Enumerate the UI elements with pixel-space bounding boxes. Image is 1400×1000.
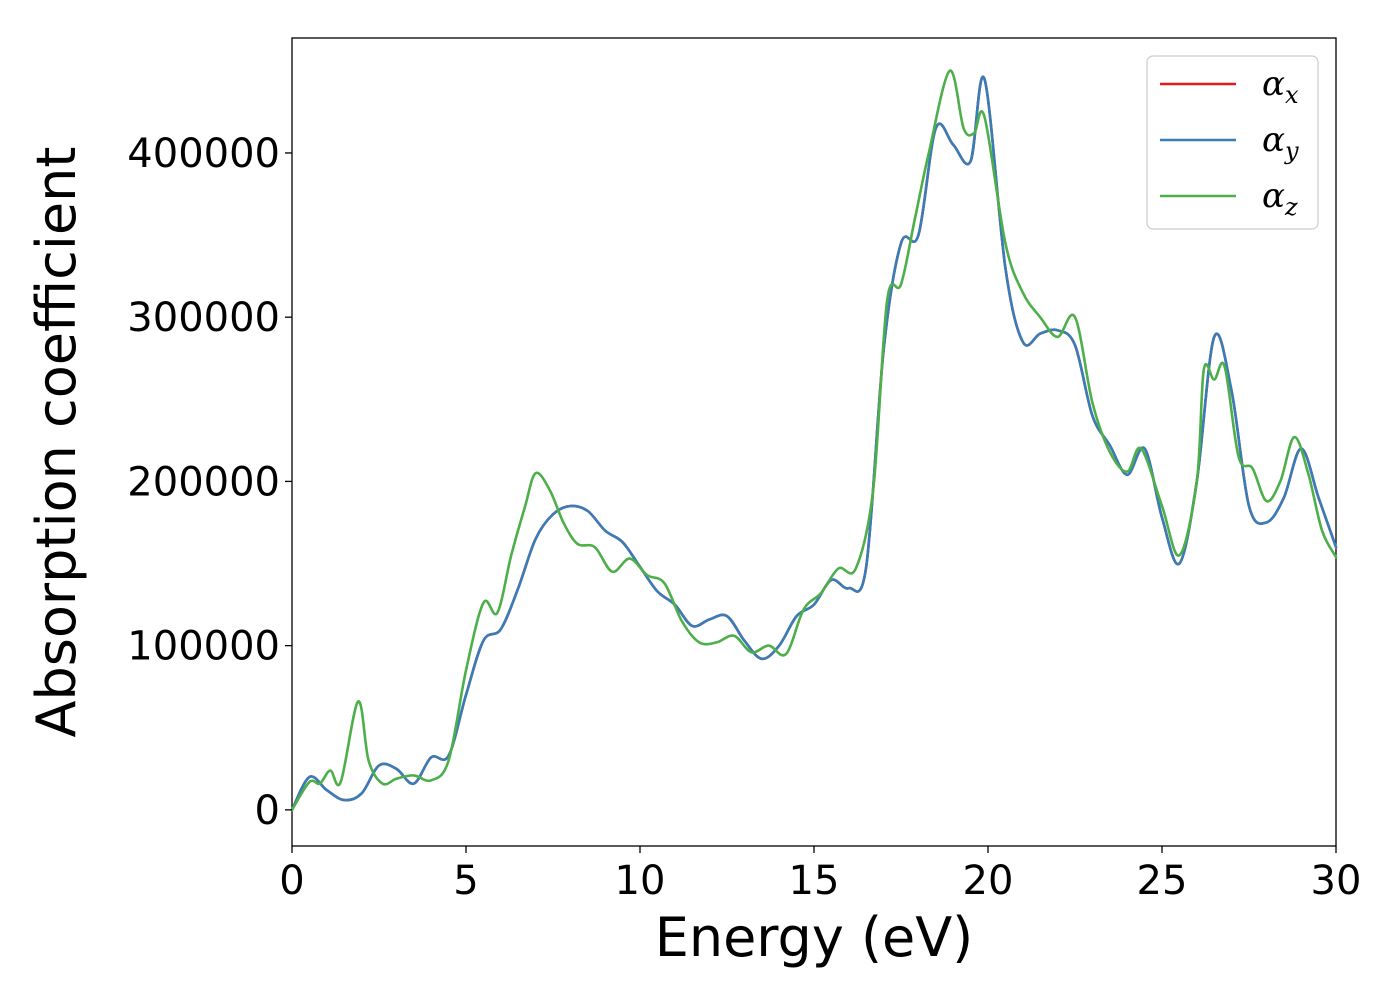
- y-tick-label: 0: [255, 788, 280, 834]
- x-axis-label: Energy (eV): [655, 906, 974, 969]
- y-axis-label: Absorption coefficient: [25, 147, 88, 738]
- y-tick-label: 300000: [127, 295, 280, 341]
- y-tick-label: 400000: [127, 131, 280, 177]
- x-tick-label: 15: [789, 858, 840, 904]
- x-tick-label: 0: [279, 858, 304, 904]
- x-tick-label: 20: [963, 858, 1014, 904]
- y-axis-ticks: 0 100000 200000 300000 400000: [127, 131, 292, 834]
- x-tick-label: 10: [615, 858, 666, 904]
- x-tick-label: 30: [1311, 858, 1362, 904]
- x-axis-ticks: 0 5 10 15 20 25 30: [279, 846, 1361, 904]
- y-tick-label: 200000: [127, 459, 280, 505]
- y-tick-label: 100000: [127, 624, 280, 670]
- x-tick-label: 25: [1137, 858, 1188, 904]
- x-tick-label: 5: [453, 858, 478, 904]
